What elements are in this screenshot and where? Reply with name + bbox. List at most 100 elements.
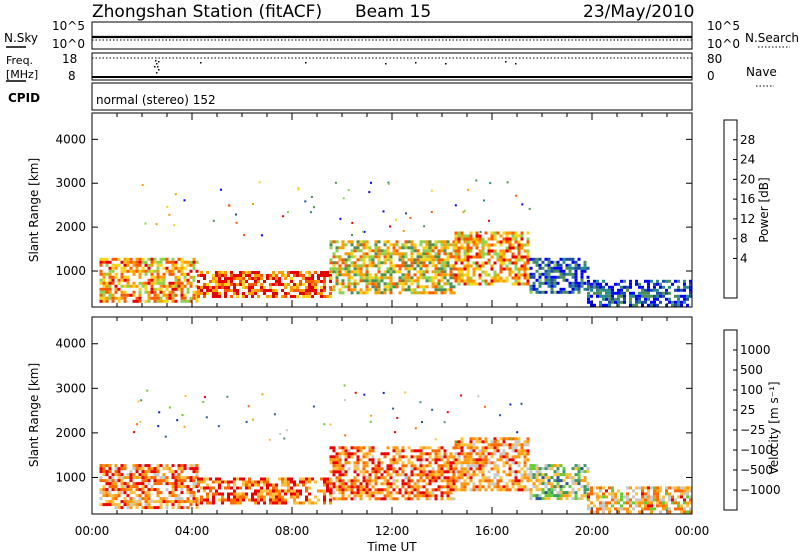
power-cell (689, 285, 692, 289)
x-tick-labels: 00:00 04:00 08:00 12:00 16:00 20:00 00:00 (75, 524, 710, 538)
velocity-cell (150, 500, 154, 504)
power-cell (108, 287, 112, 291)
velocity-cell (419, 464, 423, 468)
power-cell (144, 287, 148, 291)
velocity-cell (147, 503, 151, 507)
power-cell (635, 300, 638, 304)
velocity-cell (141, 476, 145, 480)
power-cell (171, 287, 175, 291)
power-cell (466, 258, 470, 262)
velocity-cell (135, 470, 139, 474)
power-cell (431, 264, 435, 268)
power-cell (215, 277, 218, 280)
power-cell (359, 249, 363, 253)
velocity-cell (347, 488, 351, 492)
velocity-cell (577, 467, 581, 471)
power-cell (302, 277, 305, 280)
velocity-cell (508, 458, 512, 462)
power-cell (404, 243, 408, 247)
velocity-cell (443, 491, 447, 495)
power-cell (434, 273, 438, 277)
velocity-cell (683, 507, 686, 511)
velocity-cell (156, 479, 160, 483)
velocity-cell (99, 479, 103, 483)
velocity-cell (383, 470, 387, 474)
velocity-cell (577, 473, 581, 477)
velocity-cell (508, 479, 512, 483)
power-cell (209, 280, 212, 283)
velocity-cell (529, 494, 533, 498)
velocity-cell (329, 461, 333, 465)
power-cell (457, 240, 461, 244)
velocity-cell (523, 473, 527, 477)
velocity-cell (144, 491, 148, 495)
velocity-cell (457, 488, 461, 492)
power-cell (550, 284, 554, 288)
power-cell (323, 289, 326, 292)
power-cell (541, 266, 545, 270)
velocity-cell (111, 482, 115, 486)
velocity-cell (133, 431, 136, 434)
velocity-cell (629, 504, 632, 508)
date-label: 23/May/2010 (583, 2, 695, 22)
velocity-cell (434, 479, 438, 483)
velocity-cell (620, 507, 623, 511)
velocity-cell (147, 494, 151, 498)
velocity-cell (446, 491, 450, 495)
power-cell (326, 271, 329, 274)
power-cell (523, 267, 527, 271)
velocity-cell (650, 504, 653, 508)
velocity-cell (99, 467, 103, 471)
power-cell (431, 276, 435, 280)
power-cell (580, 272, 584, 276)
power-cell (419, 276, 423, 280)
velocity-cell (499, 452, 503, 456)
velocity-cell (466, 476, 470, 480)
power-cell (409, 216, 412, 219)
velocity-cell (514, 440, 518, 444)
velocity-cell (407, 446, 411, 450)
power-cell (278, 283, 281, 286)
power-cell (284, 292, 287, 295)
power-cell (463, 282, 467, 286)
velocity-cell (206, 492, 209, 496)
power-cell (386, 276, 390, 280)
power-cell (416, 291, 420, 295)
power-cell (538, 278, 542, 282)
velocity-cell (593, 510, 596, 514)
velocity-cell (565, 491, 569, 495)
power-cell (443, 267, 447, 271)
velocity-cell (481, 476, 485, 480)
power-cell (568, 290, 572, 294)
power-cell (138, 257, 142, 261)
velocity-cell (611, 498, 614, 502)
power-cell (680, 294, 683, 298)
velocity-cell (251, 495, 254, 499)
velocity-cell (526, 479, 530, 483)
velocity-cell (481, 464, 485, 468)
power-cell (499, 267, 503, 271)
power-ytick-label: 1000 (55, 264, 86, 278)
power-cell (457, 246, 461, 250)
power-cell (380, 291, 384, 295)
velocity-cell (440, 467, 444, 471)
velocity-cell (114, 503, 118, 507)
power-cell (452, 273, 456, 277)
velocity-cell (206, 486, 209, 490)
velocity-cell (368, 476, 372, 480)
velocity-cell (626, 501, 629, 505)
power-cell (665, 297, 668, 301)
velocity-cell (380, 452, 384, 456)
power-cell (487, 252, 491, 256)
velocity-cell (380, 461, 384, 465)
power-cell (434, 270, 438, 274)
velocity-cell (556, 485, 560, 489)
power-cell (162, 275, 166, 279)
velocity-cell (347, 467, 351, 471)
velocity-cell (138, 482, 142, 486)
velocity-cell (586, 488, 590, 492)
velocity-cell (487, 482, 491, 486)
velocity-cell (571, 497, 575, 501)
velocity-cell (305, 477, 308, 481)
velocity-cell (332, 482, 336, 486)
